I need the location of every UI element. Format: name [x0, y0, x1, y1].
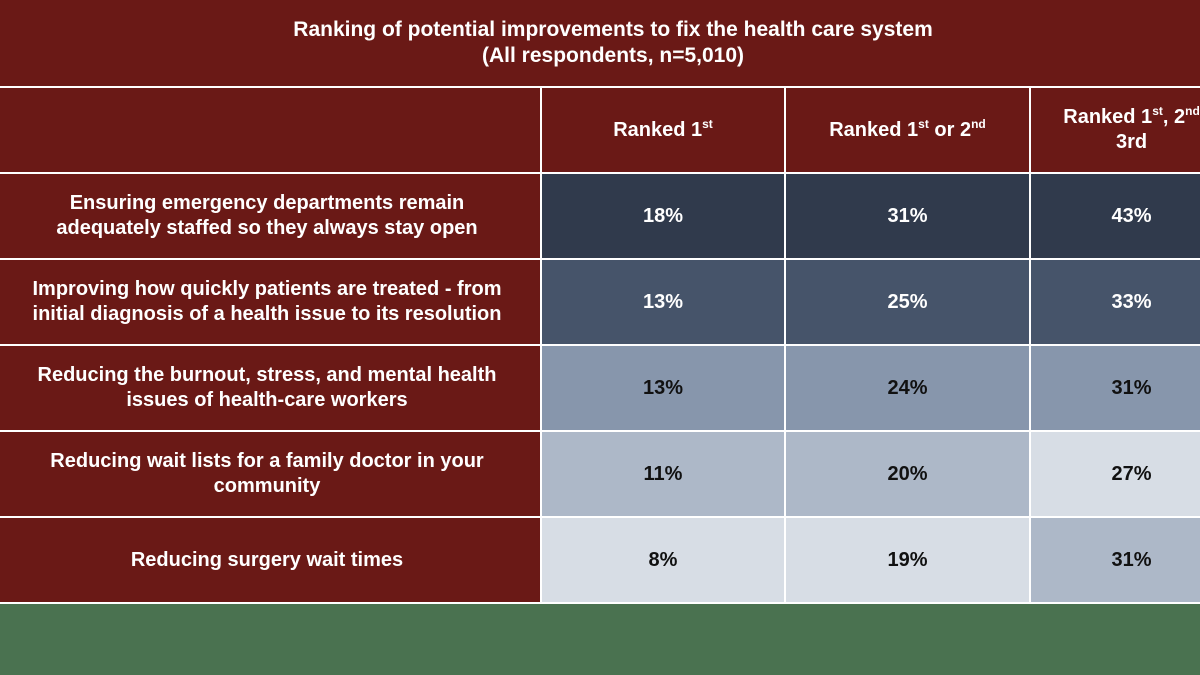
value-cell: 20%: [784, 430, 1031, 518]
table-row: Ensuring emergency departments remain ade…: [0, 172, 1200, 260]
value-cell: 24%: [784, 344, 1031, 432]
col-sup: st: [1152, 104, 1163, 118]
row-label: Improving how quickly patients are treat…: [0, 258, 542, 346]
column-header-ranked-1st-2nd-3rd: Ranked 1st, 2nd 3rd: [1028, 86, 1200, 174]
row-label-line-1: Reducing surgery wait times: [130, 548, 404, 571]
col-mid: , 2: [1162, 106, 1186, 128]
column-header-ranked-1st: Ranked 1st: [540, 86, 786, 174]
col-prefix: Ranked 1: [1063, 106, 1153, 128]
row-label-line-1: Improving how quickly patients are treat…: [32, 278, 502, 300]
value-cell: 25%: [784, 258, 1031, 346]
row-label-line-2: community: [213, 475, 321, 497]
row-label: Ensuring emergency departments remain ade…: [0, 172, 542, 260]
col-sup: st: [702, 116, 713, 131]
col-mid: or 2: [928, 118, 972, 141]
value-cell: 43%: [1028, 172, 1200, 260]
header-empty: [0, 86, 542, 174]
row-label-line-2: adequately staffed so they always stay o…: [56, 217, 478, 239]
title-line-1: Ranking of potential improvements to fix…: [293, 18, 933, 41]
value-cell: 31%: [1028, 516, 1200, 604]
value-cell: 19%: [784, 516, 1031, 604]
footer-band: [0, 608, 1200, 675]
value-cell: 18%: [540, 172, 786, 260]
col-sup: nd: [971, 116, 986, 131]
value-cell: 33%: [1028, 258, 1200, 346]
row-label: Reducing wait lists for a family doctor …: [0, 430, 542, 518]
col-line2: 3rd: [1115, 131, 1148, 153]
row-label-line-1: Reducing wait lists for a family doctor …: [50, 450, 484, 472]
value-cell: 8%: [540, 516, 786, 604]
table-row: Reducing surgery wait times 8% 19% 31%: [0, 516, 1200, 604]
value-cell: 11%: [540, 430, 786, 518]
row-label: Reducing surgery wait times: [0, 516, 542, 604]
title-row: Ranking of potential improvements to fix…: [0, 0, 1200, 88]
col-sup: nd: [1185, 104, 1200, 118]
row-label-line-1: Reducing the burnout, stress, and mental…: [37, 364, 497, 386]
table-row: Reducing wait lists for a family doctor …: [0, 430, 1200, 518]
ranking-table: Ranking of potential improvements to fix…: [0, 0, 1200, 604]
chart-title: Ranking of potential improvements to fix…: [0, 0, 1200, 88]
col-prefix: Ranked 1: [613, 118, 703, 141]
value-cell: 13%: [540, 344, 786, 432]
table-panel: Ranking of potential improvements to fix…: [0, 0, 1200, 604]
row-label: Reducing the burnout, stress, and mental…: [0, 344, 542, 432]
header-row: Ranked 1st Ranked 1st or 2nd Ranked 1st,…: [0, 86, 1200, 174]
table-row: Reducing the burnout, stress, and mental…: [0, 344, 1200, 432]
value-cell: 31%: [784, 172, 1031, 260]
row-label-line-1: Ensuring emergency departments remain: [69, 192, 465, 214]
table-row: Improving how quickly patients are treat…: [0, 258, 1200, 346]
value-cell: 27%: [1028, 430, 1200, 518]
row-label-line-2: initial diagnosis of a health issue to i…: [32, 303, 502, 325]
row-label-line-2: issues of health-care workers: [126, 389, 408, 411]
col-sup: st: [918, 116, 929, 131]
col-prefix: Ranked 1: [829, 118, 919, 141]
column-header-ranked-1st-or-2nd: Ranked 1st or 2nd: [784, 86, 1031, 174]
value-cell: 13%: [540, 258, 786, 346]
value-cell: 31%: [1028, 344, 1200, 432]
title-line-2: (All respondents, n=5,010): [482, 44, 745, 67]
